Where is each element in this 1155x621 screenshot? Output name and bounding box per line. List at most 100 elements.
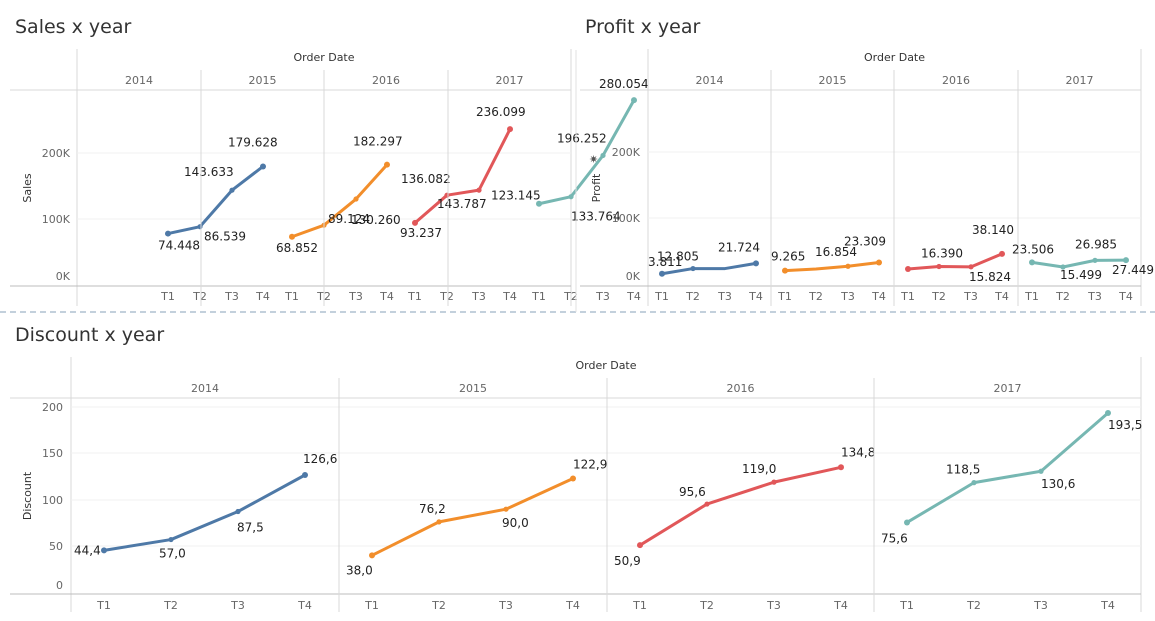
data-point: [600, 152, 606, 159]
data-point: [412, 219, 418, 226]
data-label: 280.054: [599, 77, 649, 91]
data-label: 15.499: [1060, 268, 1102, 282]
data-label: 16.854: [815, 245, 857, 259]
x-tick-label: T4: [1100, 599, 1115, 612]
data-label: 118,5: [946, 463, 980, 477]
x-tick-label: T3: [766, 599, 781, 612]
data-label: 16.390: [921, 246, 963, 260]
series-line-2017: [1030, 258, 1128, 269]
data-point: [753, 260, 759, 267]
data-point: [876, 259, 882, 266]
data-point: [1123, 257, 1129, 264]
x-tick-label: T1: [777, 290, 792, 303]
data-label: 236.099: [476, 105, 526, 119]
x-tick-label: T3: [963, 290, 978, 303]
data-point: [197, 224, 203, 230]
series-line-2015: [783, 260, 881, 273]
data-label: 76,2: [419, 502, 446, 516]
year-header: 2015: [459, 382, 487, 395]
data-label: 196.252: [557, 131, 607, 145]
data-point: [704, 501, 710, 507]
data-point: [570, 475, 576, 482]
data-label: 15.824: [969, 270, 1011, 284]
x-tick-label: T1: [531, 290, 546, 303]
x-tick-label: T3: [1087, 290, 1102, 303]
x-tick-label: T4: [1118, 290, 1133, 303]
x-tick-label: T2: [431, 599, 446, 612]
data-label: 130.260: [351, 213, 401, 227]
data-label: 23.506: [1012, 242, 1054, 256]
y-tick-label: 100K: [42, 213, 71, 226]
y-tick-label: 200: [42, 401, 63, 414]
x-tick-label: T4: [871, 290, 886, 303]
data-label: 119,0: [742, 462, 776, 476]
data-label: 75,6: [881, 531, 908, 545]
header-label: Order Date: [864, 51, 925, 64]
y-tick-label: 0K: [626, 270, 641, 283]
y-tick-label: 0K: [56, 270, 71, 283]
x-tick-label: T4: [626, 290, 641, 303]
data-label: 123.145: [491, 189, 541, 203]
x-tick-label: T4: [833, 599, 848, 612]
data-label: 38.140: [972, 223, 1014, 237]
data-label: 182.297: [353, 135, 403, 149]
x-tick-label: T2: [685, 290, 700, 303]
x-tick-label: T3: [1033, 599, 1048, 612]
data-label: 136.082: [401, 172, 451, 186]
chart-profit: Profit x year Order Date 0K 100K 200K Profit ✷…: [580, 16, 1154, 306]
year-header: 2015: [249, 74, 277, 87]
chart-title: Discount x year: [15, 324, 164, 346]
chart-title: Profit x year: [585, 16, 700, 38]
data-point: [168, 536, 174, 543]
y-axis-label: Sales: [21, 173, 34, 203]
data-point: [165, 230, 171, 237]
data-point: [235, 508, 241, 515]
data-label: 93.237: [400, 226, 442, 240]
x-tick-label: T1: [1024, 290, 1039, 303]
x-tick-label: T4: [297, 599, 312, 612]
data-label: 23.309: [844, 234, 886, 248]
y-tick-label: 100K: [612, 212, 641, 225]
data-label: 44,4: [74, 543, 101, 557]
data-point: [1092, 257, 1098, 263]
x-tick-label: T1: [654, 290, 669, 303]
data-label: 89.124: [328, 212, 370, 226]
data-label: 87,5: [237, 521, 264, 535]
data-point: [101, 547, 107, 554]
data-point: [782, 267, 788, 274]
series-line-2014: [660, 261, 758, 276]
y-tick-label: 50: [49, 540, 63, 553]
x-tick-label: T2: [1055, 290, 1070, 303]
x-tick-label: T2: [192, 290, 207, 303]
data-label: 26.985: [1075, 237, 1117, 251]
series-line-2014: [102, 473, 307, 552]
x-tick-label: T2: [699, 599, 714, 612]
year-header: 2014: [125, 74, 153, 87]
data-point: [436, 519, 442, 525]
data-point: [999, 250, 1005, 257]
data-label: 126,6: [303, 452, 337, 466]
chart-title: Sales x year: [15, 16, 131, 38]
data-point: [971, 480, 977, 486]
x-tick-label: T3: [230, 599, 245, 612]
data-label: 134,8: [841, 445, 875, 459]
year-header: 2014: [191, 382, 219, 395]
x-tick-label: T4: [502, 290, 517, 303]
header-label: Order Date: [293, 51, 354, 64]
series-line-2017: [537, 98, 636, 206]
year-header: 2016: [942, 74, 970, 87]
x-tick-label: T1: [899, 599, 914, 612]
data-label: 12.805: [657, 250, 699, 264]
y-axis-label: Discount: [21, 471, 34, 520]
x-tick-label: T2: [931, 290, 946, 303]
x-tick-label: T1: [160, 290, 175, 303]
data-label: 122,9: [573, 457, 607, 471]
data-label: 193,5: [1108, 418, 1142, 432]
data-point: [637, 542, 643, 549]
x-tick-label: T3: [224, 290, 239, 303]
year-header: 2014: [696, 74, 724, 87]
x-tick-label: T3: [595, 290, 610, 303]
year-header: 2016: [372, 74, 400, 87]
data-label: 68.852: [276, 241, 318, 255]
data-point: [631, 97, 637, 104]
